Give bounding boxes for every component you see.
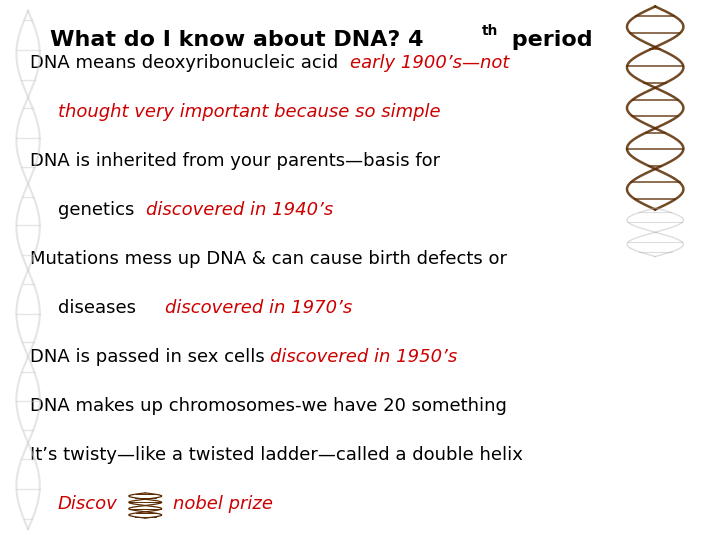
Text: It’s twisty—like a twisted ladder—called a double helix: It’s twisty—like a twisted ladder—called… — [30, 446, 523, 464]
Text: th: th — [482, 24, 498, 38]
Text: DNA means deoxyribonucleic acid: DNA means deoxyribonucleic acid — [30, 54, 350, 72]
Text: discovered in 1940’s: discovered in 1940’s — [146, 201, 333, 219]
Text: discovered in 1970’s: discovered in 1970’s — [165, 299, 352, 317]
Text: Discov: Discov — [58, 495, 118, 513]
Text: DNA makes up chromosomes-we have 20 something: DNA makes up chromosomes-we have 20 some… — [30, 397, 507, 415]
Text: discovered in 1950’s: discovered in 1950’s — [271, 348, 458, 366]
Text: What do I know about DNA? 4: What do I know about DNA? 4 — [50, 30, 423, 50]
Text: nobel prize: nobel prize — [173, 495, 273, 513]
Text: diseases: diseases — [58, 299, 165, 317]
Text: DNA is inherited from your parents—basis for: DNA is inherited from your parents—basis… — [30, 152, 440, 170]
Text: genetics: genetics — [58, 201, 146, 219]
Text: thought very important because so simple: thought very important because so simple — [58, 103, 441, 121]
Text: Mutations mess up DNA & can cause birth defects or: Mutations mess up DNA & can cause birth … — [30, 250, 507, 268]
Text: DNA is passed in sex cells: DNA is passed in sex cells — [30, 348, 271, 366]
Text: early 1900’s—not: early 1900’s—not — [350, 54, 509, 72]
Text: period: period — [504, 30, 593, 50]
